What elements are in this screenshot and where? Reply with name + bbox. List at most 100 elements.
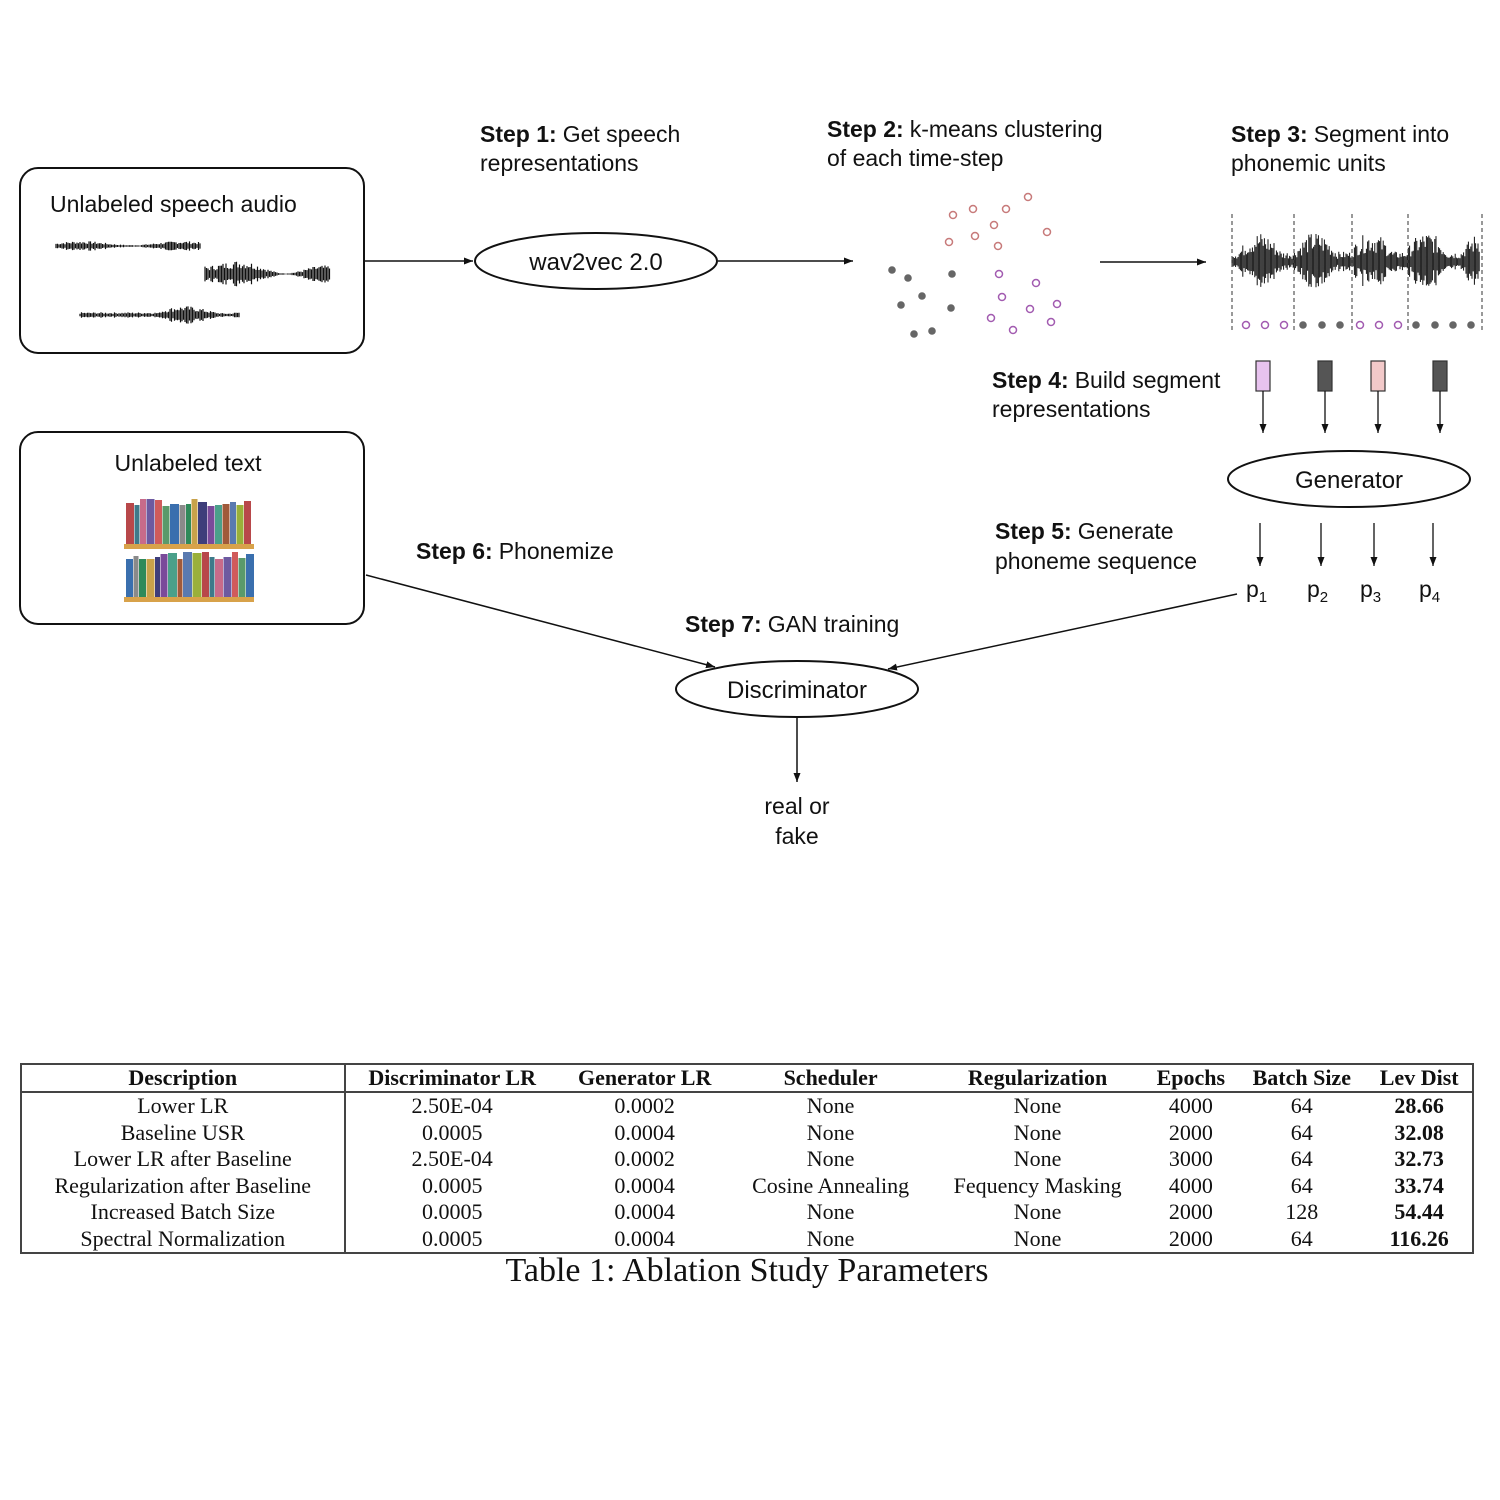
step-1-label: Step 1: Get speech representations: [480, 121, 680, 176]
phoneme-2: p2: [1307, 576, 1328, 606]
table-cell: 64: [1290, 1093, 1313, 1118]
table-cell: 0.0004: [614, 1225, 675, 1251]
step-2-label: Step 2: k-means clustering of each time-s…: [827, 116, 1103, 171]
arrow-text-to-discriminator: [365, 574, 716, 669]
table-cell: None: [806, 1225, 855, 1251]
table-caption: Table 1: Ablation Study Parameters: [505, 1252, 989, 1289]
table-row: Spectral Normalization 0.0005 0.0004 None No…: [21, 1225, 1473, 1253]
table-cell: Regularization after Baseline: [21, 1172, 346, 1199]
column-header: Epochs: [1156, 1065, 1226, 1090]
pipeline-diagram: Unlabeled speech audio Unlabeled text St…: [19, 116, 1483, 849]
table-cell: 3000: [1168, 1146, 1213, 1171]
svg-text:phoneme sequence: phoneme sequence: [995, 548, 1197, 574]
ablation-table: Description Discriminator LR Generator LR S…: [20, 1063, 1474, 1254]
generator-node: Generator: [1227, 450, 1471, 508]
svg-text:Generator: Generator: [1295, 467, 1403, 494]
phoneme-sequence: p1 p2 p3 p4: [1246, 523, 1440, 606]
step-3-label: Step 3: Segment into phonemic units: [1231, 121, 1449, 176]
column-header: Description: [21, 1064, 346, 1092]
table-cell: Baseline USR: [21, 1119, 346, 1146]
speech-audio-label: Unlabeled speech audio: [50, 191, 297, 217]
step-6-label: Step 6: Phonemize: [416, 538, 614, 564]
output-label: real or fake: [764, 793, 830, 849]
svg-text:Step 4:Build segment: Step 4: Build segment: [992, 367, 1221, 393]
table-body: Lower LR 2.50E-04 0.0002 None None 4000 64 28.6…: [21, 1092, 1473, 1253]
text-box-label: Unlabeled text: [114, 450, 262, 476]
table-cell: None: [1013, 1225, 1062, 1251]
column-header: Generator LR: [577, 1065, 712, 1090]
table-cell: 4000: [1168, 1093, 1213, 1118]
segment-rep-4: [1432, 360, 1448, 392]
table-cell: 32.08: [1394, 1119, 1444, 1145]
table-cell: 4000: [1168, 1172, 1213, 1198]
segmented-waveform: [1231, 214, 1483, 332]
table-cell: 2000: [1168, 1199, 1213, 1224]
table-cell: 0.0005: [421, 1119, 483, 1145]
table-cell: Lower LR after Baseline: [21, 1146, 346, 1173]
table-cell: 128: [1285, 1199, 1319, 1224]
column-header: Lev Dist: [1379, 1065, 1459, 1090]
text-box: Unlabeled text: [19, 431, 365, 625]
step-7-label: Step 7: GAN training: [685, 611, 899, 637]
table-row: Baseline USR 0.0005 0.0004 None None 2000 64 32…: [21, 1119, 1473, 1146]
table-cell: 2.50E-04: [411, 1146, 493, 1171]
table-cell: 0.0005: [421, 1225, 483, 1251]
svg-text:Step 6:Phonemize: Step 6: Phonemize: [416, 538, 614, 564]
table-cell: None: [1013, 1146, 1062, 1171]
table-cell: 64: [1290, 1146, 1313, 1171]
svg-text:phonemic units: phonemic units: [1231, 150, 1386, 176]
svg-text:Discriminator: Discriminator: [727, 677, 867, 704]
bookshelf-icon: [124, 499, 254, 602]
svg-text:Step 3:Segment into: Step 3: Segment into: [1231, 121, 1449, 147]
table-row: Regularization after Baseline 0.0005 0.000…: [21, 1172, 1473, 1199]
svg-text:wav2vec 2.0: wav2vec 2.0: [528, 249, 662, 276]
table-cell: None: [1013, 1093, 1062, 1118]
table-cell: 0.0005: [421, 1199, 483, 1224]
table-cell: Spectral Normalization: [21, 1225, 346, 1253]
discriminator-node: Discriminator: [675, 660, 919, 718]
table-cell: 64: [1290, 1172, 1313, 1198]
column-header: Scheduler: [783, 1065, 878, 1090]
table-cell: 2.50E-04: [411, 1093, 493, 1118]
segment-rep-2: [1317, 360, 1333, 392]
table-cell: Fequency Masking: [953, 1172, 1122, 1198]
column-header: Discriminator LR: [368, 1065, 536, 1090]
table-cell: 116.26: [1389, 1225, 1449, 1251]
table-row: Increased Batch Size 0.0005 0.0004 None None…: [21, 1199, 1473, 1226]
segment-rep-3: [1370, 360, 1386, 392]
svg-text:real or: real or: [764, 793, 830, 819]
svg-text:of each time-step: of each time-step: [827, 145, 1003, 171]
table-cell: Cosine Annealing: [752, 1172, 910, 1198]
speech-audio-box: Unlabeled speech audio: [19, 167, 365, 354]
waveform-icon: [55, 241, 331, 324]
table-header-row: Description Discriminator LR Generator LR S…: [21, 1064, 1473, 1092]
step-5-label: Step 5: Generate phoneme sequence: [995, 518, 1197, 574]
cluster-dots: [888, 192, 1062, 338]
table-cell: None: [806, 1146, 855, 1171]
table-cell: None: [806, 1119, 855, 1145]
table-row: Lower LR after Baseline 2.50E-04 0.0002 Non…: [21, 1146, 1473, 1173]
table-cell: 2000: [1168, 1119, 1213, 1145]
svg-text:Step 1:Get speech: Step 1: Get speech: [480, 121, 680, 147]
svg-text:Step 5:Generate: Step 5: Generate: [995, 518, 1174, 544]
svg-text:Step 7:GAN training: Step 7: GAN training: [685, 611, 899, 637]
column-header: Regularization: [967, 1065, 1108, 1090]
table-cell: None: [806, 1093, 855, 1118]
table-cell: 2000: [1168, 1225, 1213, 1251]
wav2vec-node: wav2vec 2.0: [474, 232, 718, 290]
svg-text:fake: fake: [775, 823, 818, 849]
table-cell: 33.74: [1394, 1172, 1444, 1198]
arrow-phonemes-to-discriminator: [887, 593, 1238, 671]
table-cell: 0.0004: [614, 1172, 675, 1198]
step-4-label: Step 4: Build segment representations: [992, 367, 1221, 422]
table-row: Lower LR 2.50E-04 0.0002 None None 4000 64 28.6…: [21, 1092, 1473, 1120]
phoneme-3: p3: [1360, 576, 1381, 606]
svg-text:representations: representations: [992, 396, 1151, 422]
table-cell: None: [806, 1199, 855, 1224]
segment-rep-1: [1255, 360, 1271, 392]
svg-text:representations: representations: [480, 150, 639, 176]
column-header: Batch Size: [1252, 1065, 1351, 1090]
table-cell: 64: [1290, 1225, 1313, 1251]
table-cell: None: [1013, 1119, 1062, 1145]
table-cell: 0.0002: [614, 1093, 675, 1118]
